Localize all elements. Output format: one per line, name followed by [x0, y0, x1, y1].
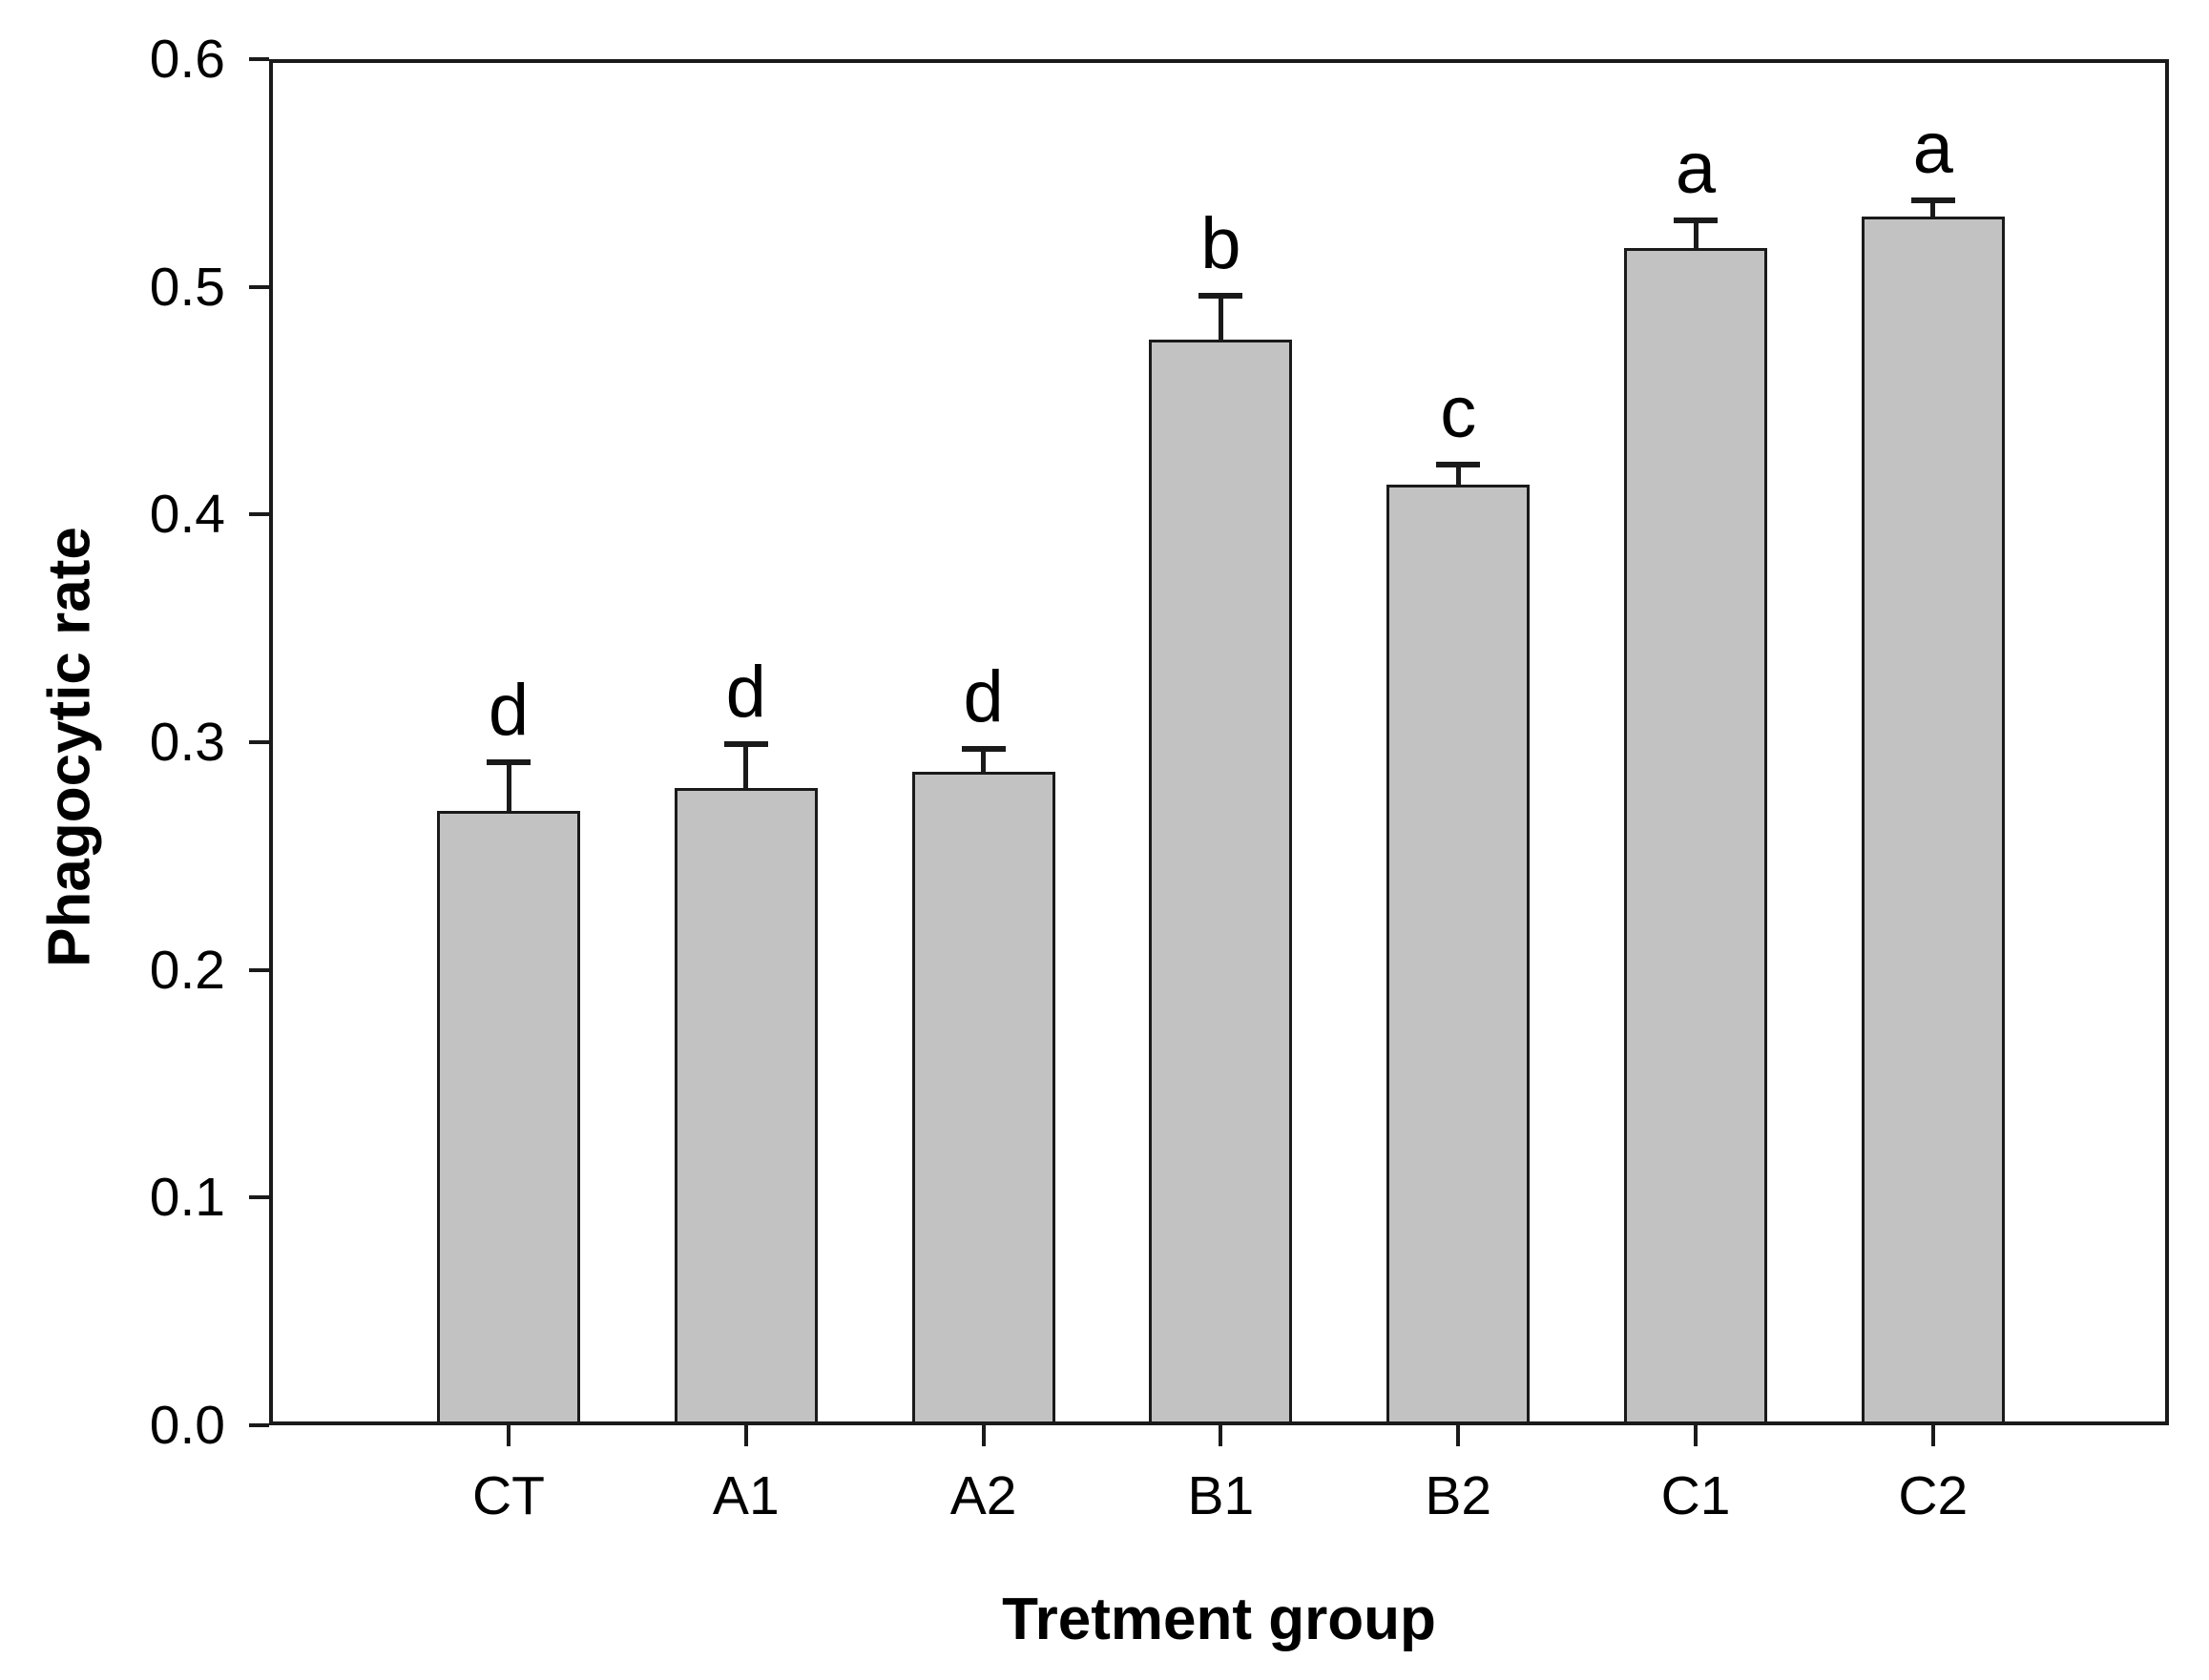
error-bar-stem	[1693, 220, 1698, 249]
bar-ct	[437, 810, 580, 1425]
y-axis-tick-label: 0.3	[149, 712, 225, 773]
x-axis-tick	[981, 1425, 986, 1446]
error-bar-stem	[1455, 464, 1461, 486]
y-axis-tick	[249, 740, 269, 744]
error-bar-cap	[487, 759, 531, 766]
bar-c1	[1624, 248, 1767, 1425]
y-axis-tick-label: 0.2	[149, 939, 225, 1001]
significance-letter: d	[725, 652, 766, 734]
x-axis-tick	[507, 1425, 511, 1446]
error-bar-cap	[1198, 293, 1243, 300]
error-bar-stem	[1930, 199, 1936, 217]
error-bar-cap	[961, 746, 1006, 753]
x-axis-tick-label: C2	[1898, 1465, 1969, 1526]
significance-letter: b	[1200, 203, 1241, 285]
x-axis-tick-label: C1	[1660, 1465, 1731, 1526]
error-bar-stem	[1218, 296, 1223, 340]
error-bar-cap	[723, 741, 768, 748]
x-axis-tick-label: CT	[472, 1465, 545, 1526]
significance-letter: a	[1675, 128, 1717, 210]
y-axis-tick	[249, 512, 269, 517]
x-axis-tick	[743, 1425, 748, 1446]
bar-b2	[1386, 485, 1531, 1425]
x-axis-tick	[1694, 1425, 1698, 1446]
y-axis-tick-label: 0.4	[149, 484, 225, 546]
y-axis-tick-label: 0.5	[149, 256, 225, 318]
significance-letter: d	[488, 670, 530, 752]
y-axis-title: Phagocytic rate	[36, 527, 103, 967]
y-axis-tick	[249, 967, 269, 972]
error-bar-stem	[506, 762, 511, 811]
significance-letter: a	[1912, 107, 1953, 189]
x-axis-tick	[1456, 1425, 1461, 1446]
y-axis-tick	[249, 1195, 269, 1200]
bar-c2	[1861, 216, 2005, 1425]
significance-letter: d	[963, 656, 1004, 738]
bar-a1	[674, 787, 818, 1425]
y-axis-tick	[249, 57, 269, 61]
bar-a2	[911, 772, 1055, 1425]
error-bar-stem	[743, 744, 749, 788]
y-axis-tick	[249, 284, 269, 289]
error-bar-cap	[1910, 197, 1955, 203]
y-axis-tick	[249, 1423, 269, 1427]
bar-b1	[1149, 339, 1293, 1425]
x-axis-tick	[1219, 1425, 1223, 1446]
error-bar-cap	[1436, 461, 1481, 467]
x-axis-title: Tretment group	[1002, 1587, 1436, 1652]
x-axis-tick-label: B1	[1187, 1465, 1255, 1526]
error-bar-stem	[981, 749, 987, 773]
significance-letter: c	[1440, 371, 1477, 453]
y-axis-tick-label: 0.6	[149, 29, 225, 90]
y-axis-tick-label: 0.0	[149, 1395, 225, 1456]
x-axis-tick-label: A1	[712, 1465, 780, 1526]
y-axis-tick-label: 0.1	[149, 1167, 225, 1229]
error-bar-cap	[1674, 218, 1718, 224]
x-axis-tick	[1930, 1425, 1935, 1446]
x-axis-tick-label: A2	[949, 1465, 1017, 1526]
x-axis-tick-label: B2	[1425, 1465, 1492, 1526]
